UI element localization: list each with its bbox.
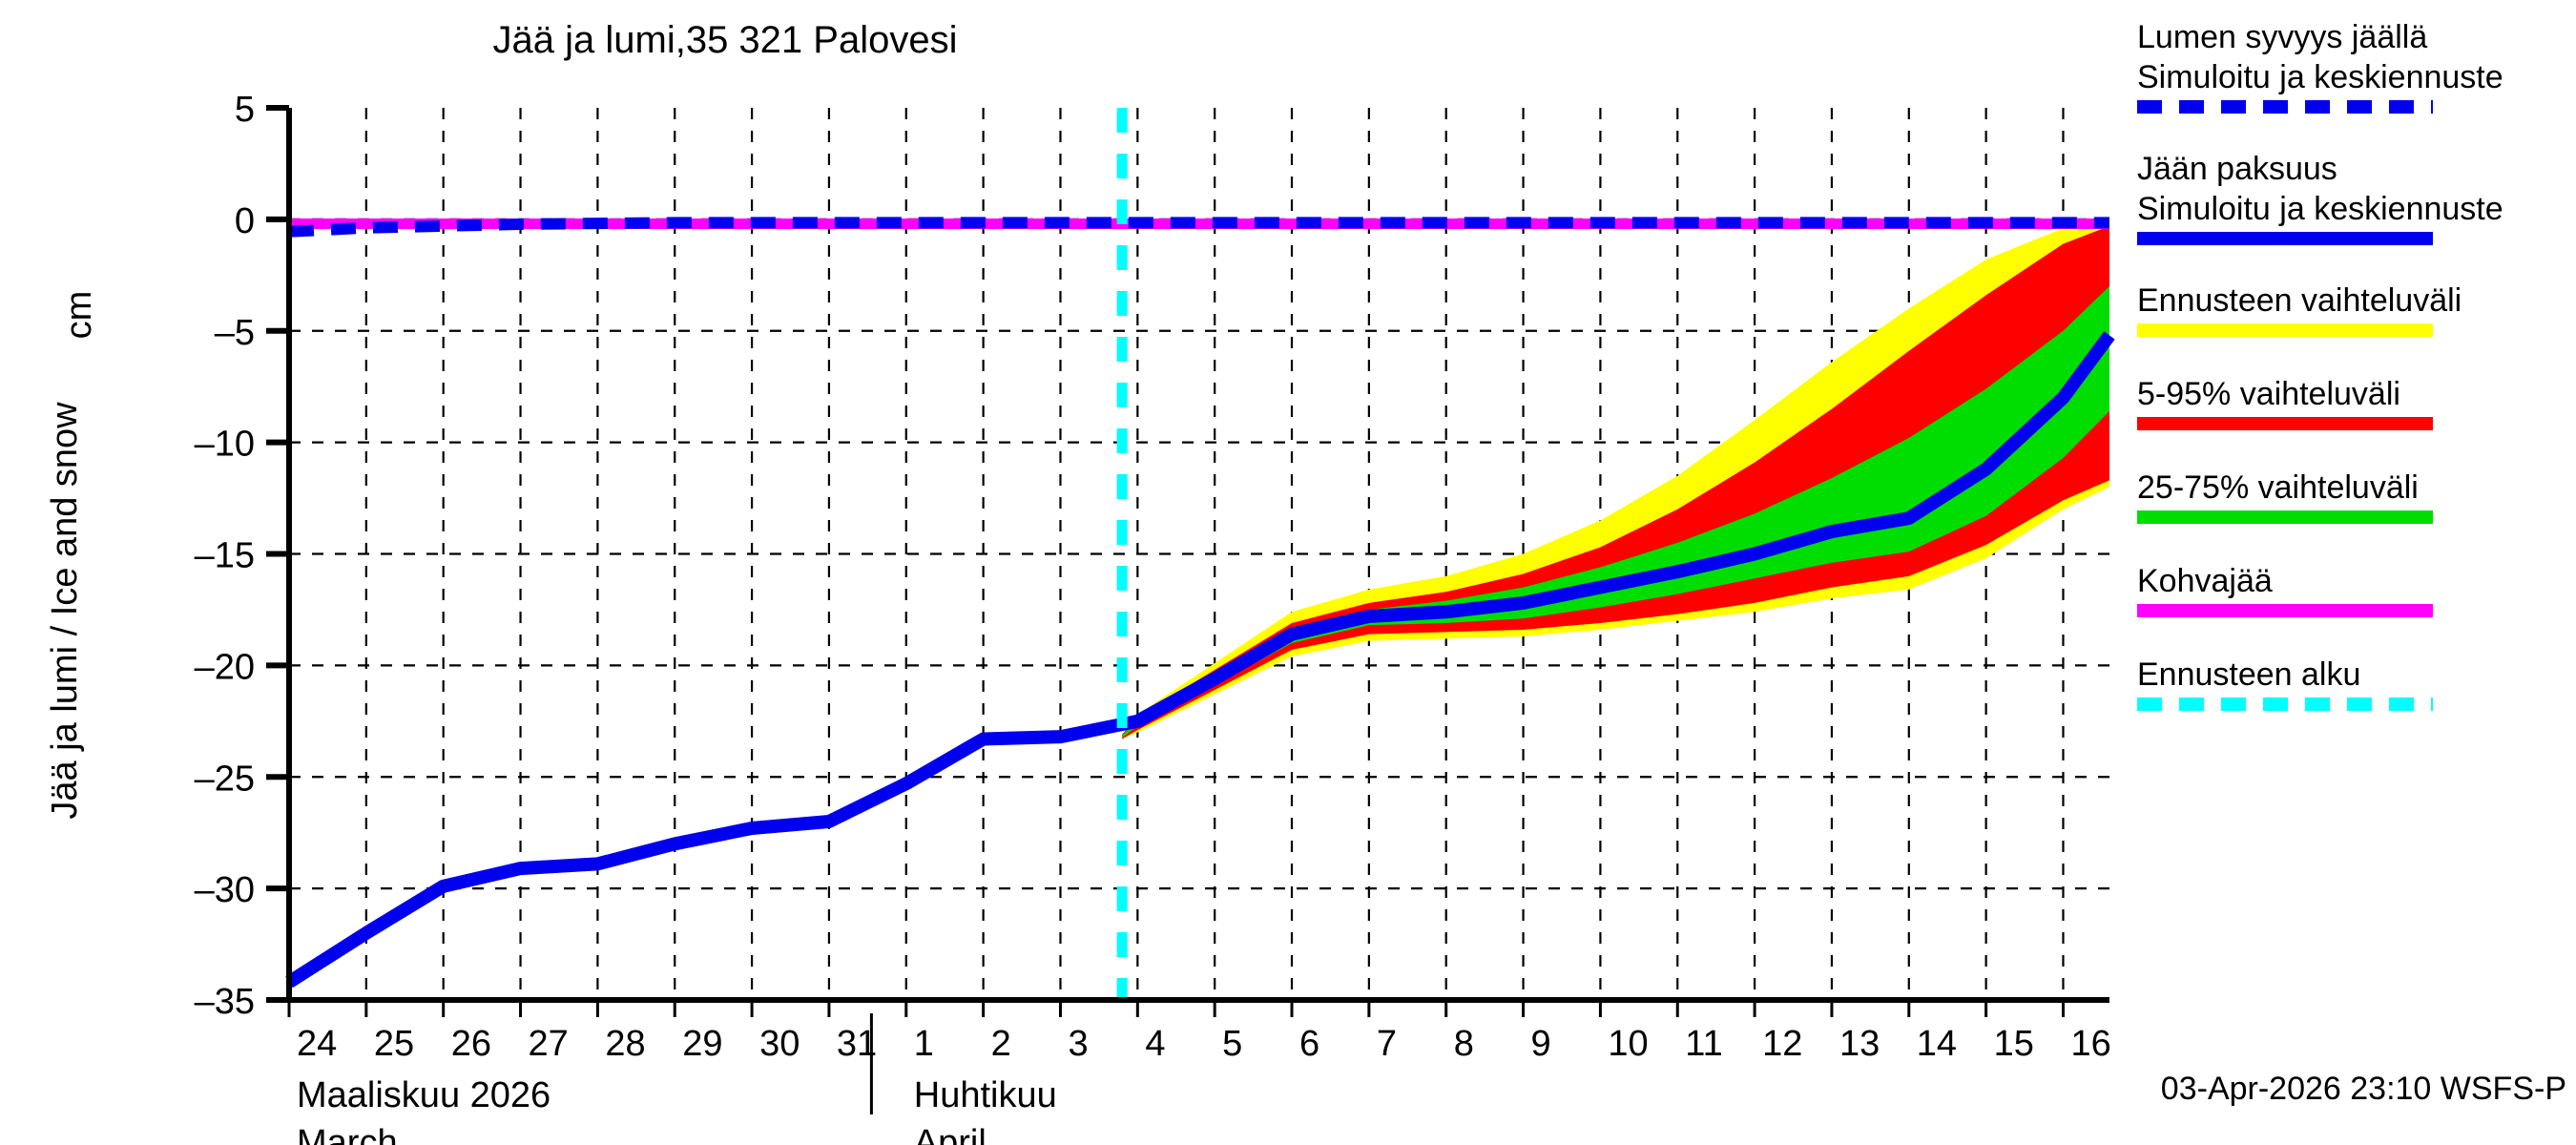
legend-title-6: Ennusteen alku [2137,656,2360,693]
x-tick-label-9: 9 [1531,1024,1551,1064]
x-tick-label-6: 6 [1299,1024,1319,1064]
x-tick-label-11: 11 [1685,1024,1722,1064]
page-title: Jää ja lumi,35 321 Palovesi [493,19,958,61]
legend-title-1: Jään paksuus [2137,151,2337,187]
x-tick-label-10: 10 [1608,1024,1648,1064]
legend: Lumen syvyys jäällä Simuloitu ja keskienn… [2137,19,2503,711]
y-axis-unit: cm [59,291,99,340]
legend-item-2: Ennusteen vaihteluväli [2137,282,2462,337]
footer-timestamp: 03-Apr-2026 23:10 WSFS-P [2161,1071,2566,1107]
x-tick-label-2: 2 [991,1024,1011,1064]
month-label-en-march: March [297,1123,398,1145]
x-tick-label-24: 24 [297,1024,337,1064]
x-tick-label-4: 4 [1145,1024,1165,1064]
x-tick-label-16: 16 [2070,1024,2110,1064]
band-25-75 [1122,286,2109,739]
y-tick-label--15: –15 [195,536,255,576]
x-tick-label-27: 27 [529,1024,569,1064]
y-tick-label-0: 0 [235,201,255,241]
y-tick-label--10: –10 [195,425,255,465]
legend-title-3: 5-95% vaihteluväli [2137,376,2400,412]
x-tick-label-28: 28 [605,1024,645,1064]
x-tick-label-26: 26 [451,1024,491,1064]
x-tick-label-8: 8 [1454,1024,1474,1064]
y-tick-label--20: –20 [195,647,255,687]
legend-title-4: 25-75% vaihteluväli [2137,469,2419,506]
x-tick-label-1: 1 [914,1024,934,1064]
legend-item-5: Kohvajää [2137,563,2433,617]
x-tick-label-30: 30 [759,1024,800,1064]
ice-thickness-line [285,331,2115,989]
legend-title-2: Ennusteen vaihteluväli [2137,282,2462,319]
legend-item-4: 25-75% vaihteluväli [2137,469,2433,524]
legend-item-3: 5-95% vaihteluväli [2137,376,2433,430]
legend-subtitle-0: Simuloitu ja keskiennuste [2137,59,2503,95]
y-tick-label--30: –30 [195,870,255,910]
y-tick-label--25: –25 [195,759,255,799]
x-tick-label-7: 7 [1377,1024,1397,1064]
legend-item-1: Jään paksuus Simuloitu ja keskiennuste [2137,151,2503,245]
y-tick-label-5: 5 [235,90,255,130]
legend-title-5: Kohvajää [2137,563,2273,599]
month-label-fi-march: Maaliskuu 2026 [297,1075,551,1115]
y-tick-label--5: –5 [215,313,255,353]
month-label-fi-april: Huhtikuu [914,1075,1057,1115]
x-tick-label-25: 25 [374,1024,414,1064]
x-tick-label-12: 12 [1762,1024,1802,1064]
x-tick-label-5: 5 [1222,1024,1242,1064]
x-tick-label-3: 3 [1068,1024,1088,1064]
y-tick-label--35: –35 [195,982,255,1022]
x-tick-label-13: 13 [1839,1024,1880,1064]
y-axis-ticks: 5 0 –5 –10 –15 –20 –25 –30 –35 [195,90,289,1022]
x-tick-label-14: 14 [1917,1024,1957,1064]
month-label-en-april: April [914,1123,987,1145]
legend-title-0: Lumen syvyys jäällä [2137,19,2427,55]
legend-subtitle-1: Simuloitu ja keskiennuste [2137,191,2503,227]
snow-depth-line [288,217,2109,238]
x-tick-label-29: 29 [682,1024,722,1064]
y-axis-title: Jää ja lumi / Ice and snow [45,402,85,820]
x-tick-label-15: 15 [1994,1024,2034,1064]
legend-item-6: Ennusteen alku [2137,656,2433,711]
legend-item-0: Lumen syvyys jäällä Simuloitu ja keskienn… [2137,19,2503,114]
